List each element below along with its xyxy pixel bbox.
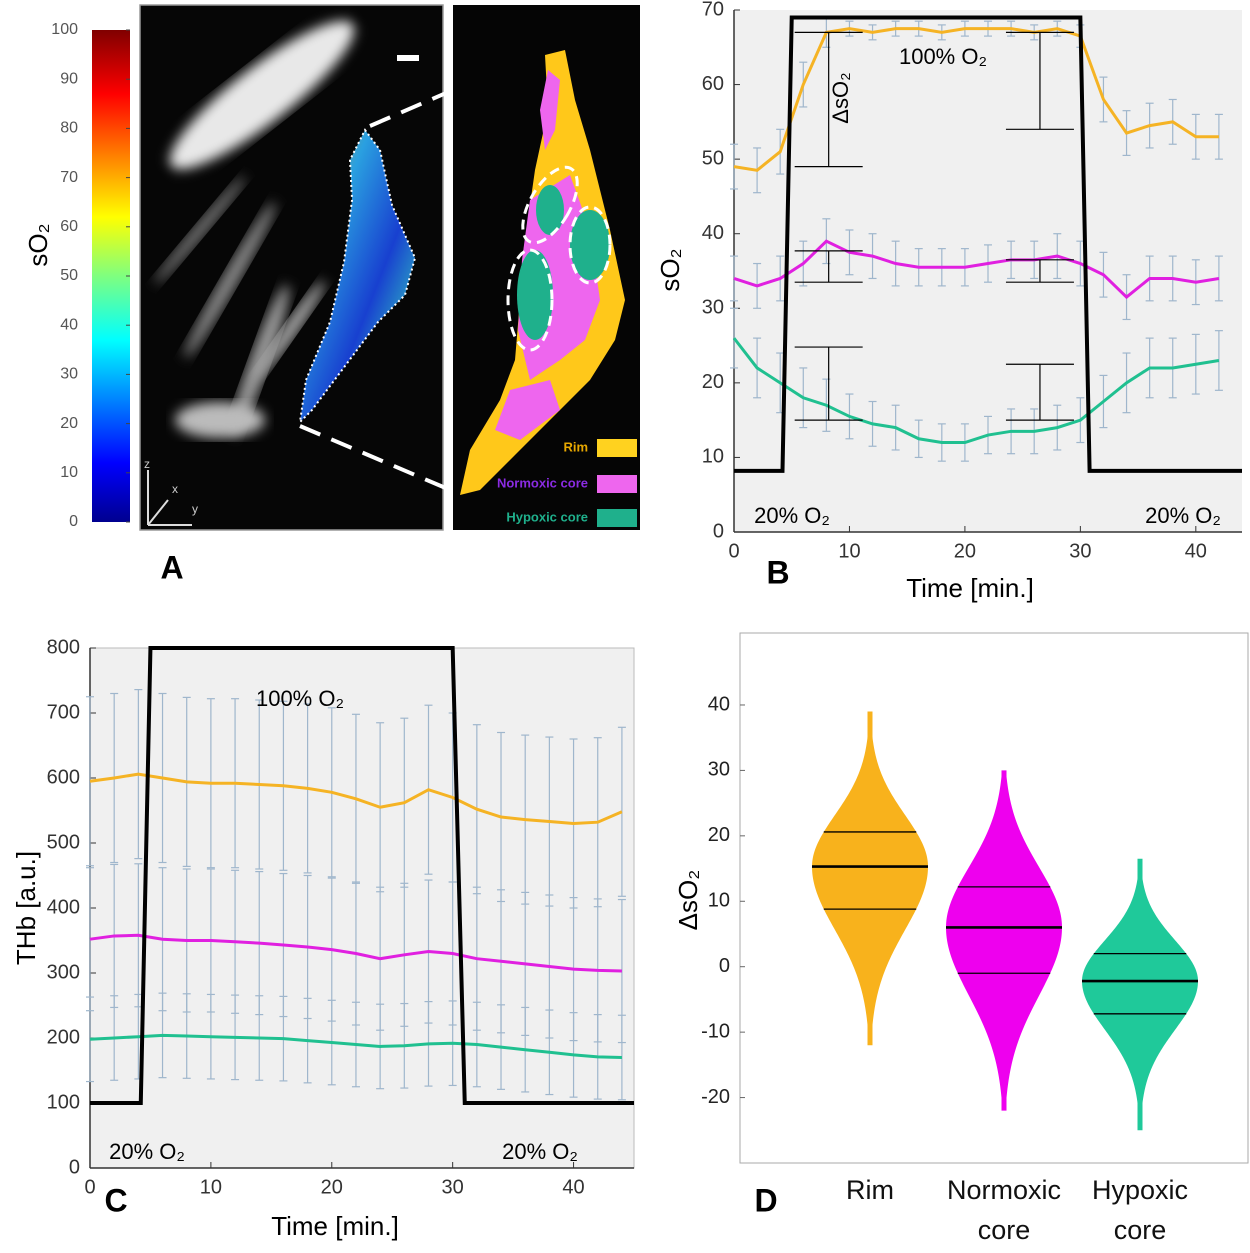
violin-body bbox=[946, 770, 1062, 1111]
y-tick-label: 100 bbox=[47, 1091, 80, 1113]
y-tick-label: 0 bbox=[713, 520, 724, 542]
x-tick-label: 40 bbox=[1185, 540, 1207, 562]
y-tick-label: 50 bbox=[702, 147, 724, 169]
colorbar-tick-label: 10 bbox=[60, 464, 78, 481]
colorbar-tick-label: 0 bbox=[69, 513, 78, 530]
annotation: 20% O₂ bbox=[754, 503, 830, 528]
series-line bbox=[90, 646, 634, 1105]
colorbar-tick-label: 30 bbox=[60, 366, 78, 383]
category-label: Rim bbox=[846, 1175, 894, 1205]
x-tick-label: 10 bbox=[200, 1176, 222, 1198]
y-tick-label: 20 bbox=[702, 371, 724, 393]
series-line bbox=[733, 239, 1220, 300]
series-line bbox=[733, 27, 1219, 172]
x-axis-label: Time [min.] bbox=[906, 573, 1034, 603]
colorbar-tick-label: 80 bbox=[60, 120, 78, 137]
y-axis-label: THb [a.u.] bbox=[11, 851, 41, 965]
y-tick-label: 500 bbox=[47, 831, 80, 853]
colorbar-tick-label: 70 bbox=[60, 169, 78, 186]
colorbar-tick-label: 40 bbox=[60, 316, 78, 333]
y-tick-label: 60 bbox=[702, 73, 724, 95]
category-label: Hypoxic core bbox=[1091, 1175, 1189, 1245]
y-tick-label: 70 bbox=[702, 0, 724, 20]
colorbar-tick-label: 50 bbox=[60, 267, 78, 284]
x-tick-label: 20 bbox=[321, 1176, 343, 1198]
y-tick-label: 700 bbox=[47, 701, 80, 723]
legend-label: Rim bbox=[563, 439, 588, 454]
x-tick-label: 0 bbox=[84, 1176, 95, 1198]
violin-body bbox=[812, 711, 928, 1046]
y-tick-label: 20 bbox=[708, 824, 730, 846]
axis-label: x bbox=[172, 482, 178, 496]
x-axis-label: Time [min.] bbox=[271, 1211, 399, 1241]
colorbar-tick-label: 60 bbox=[60, 218, 78, 235]
colorbar-tick-label: 20 bbox=[60, 415, 78, 432]
y-axis-label: ΔsO₂ bbox=[673, 870, 703, 931]
series-line bbox=[734, 15, 1242, 473]
category-label: Normoxic core bbox=[946, 1175, 1061, 1245]
legend-label: Normoxic core bbox=[497, 475, 588, 490]
y-tick-label: -20 bbox=[701, 1086, 730, 1108]
x-tick-label: 20 bbox=[954, 540, 976, 562]
annotation: 100% O₂ bbox=[256, 686, 344, 711]
x-tick-label: 0 bbox=[728, 540, 739, 562]
x-tick-label: 30 bbox=[442, 1176, 464, 1198]
annotation: 100% O₂ bbox=[899, 44, 987, 69]
legend-label: Hypoxic core bbox=[506, 509, 588, 524]
y-axis-label: sO₂ bbox=[655, 248, 685, 291]
annotation: 20% O₂ bbox=[1145, 503, 1221, 528]
y-tick-label: 40 bbox=[708, 693, 730, 715]
legend-swatch bbox=[597, 509, 637, 527]
panel-letter: A bbox=[160, 549, 183, 585]
legend-swatch bbox=[597, 475, 637, 493]
colorbar-label: sO₂ bbox=[23, 223, 53, 266]
y-tick-label: 30 bbox=[708, 759, 730, 781]
x-tick-label: 40 bbox=[562, 1176, 584, 1198]
y-tick-label: 600 bbox=[47, 766, 80, 788]
plot-background bbox=[89, 647, 635, 1169]
annotation: ΔsO₂ bbox=[828, 72, 853, 123]
y-tick-label: 40 bbox=[702, 222, 724, 244]
series-line bbox=[89, 772, 623, 826]
violin-body bbox=[1082, 858, 1198, 1131]
y-tick-label: -10 bbox=[701, 1020, 730, 1042]
y-tick-label: 300 bbox=[47, 961, 80, 983]
colorbar-tick-label: 100 bbox=[51, 21, 78, 38]
series-line bbox=[89, 1033, 622, 1059]
y-tick-label: 400 bbox=[47, 896, 80, 918]
y-tick-label: 30 bbox=[702, 297, 724, 319]
x-tick-label: 10 bbox=[838, 540, 860, 562]
axis-label: z bbox=[144, 457, 150, 471]
panel-letter: C bbox=[104, 1182, 127, 1218]
colorbar bbox=[92, 30, 130, 522]
legend-swatch bbox=[597, 439, 637, 457]
x-tick-label: 30 bbox=[1069, 540, 1091, 562]
y-tick-label: 10 bbox=[702, 446, 724, 468]
y-tick-label: 0 bbox=[69, 1156, 80, 1178]
y-tick-label: 800 bbox=[47, 636, 80, 658]
photoacoustic-image bbox=[139, 4, 640, 531]
axis-label: y bbox=[192, 502, 198, 516]
panel-letter: D bbox=[754, 1182, 777, 1218]
annotation: 20% O₂ bbox=[109, 1139, 185, 1164]
y-tick-label: 200 bbox=[47, 1026, 80, 1048]
series-line bbox=[732, 337, 1220, 445]
colorbar-tick-label: 90 bbox=[60, 70, 78, 87]
y-tick-label: 0 bbox=[719, 955, 730, 977]
y-tick-label: 10 bbox=[708, 890, 730, 912]
series-line bbox=[89, 933, 622, 973]
panel-letter: B bbox=[766, 554, 789, 590]
annotation: 20% O₂ bbox=[502, 1139, 578, 1164]
